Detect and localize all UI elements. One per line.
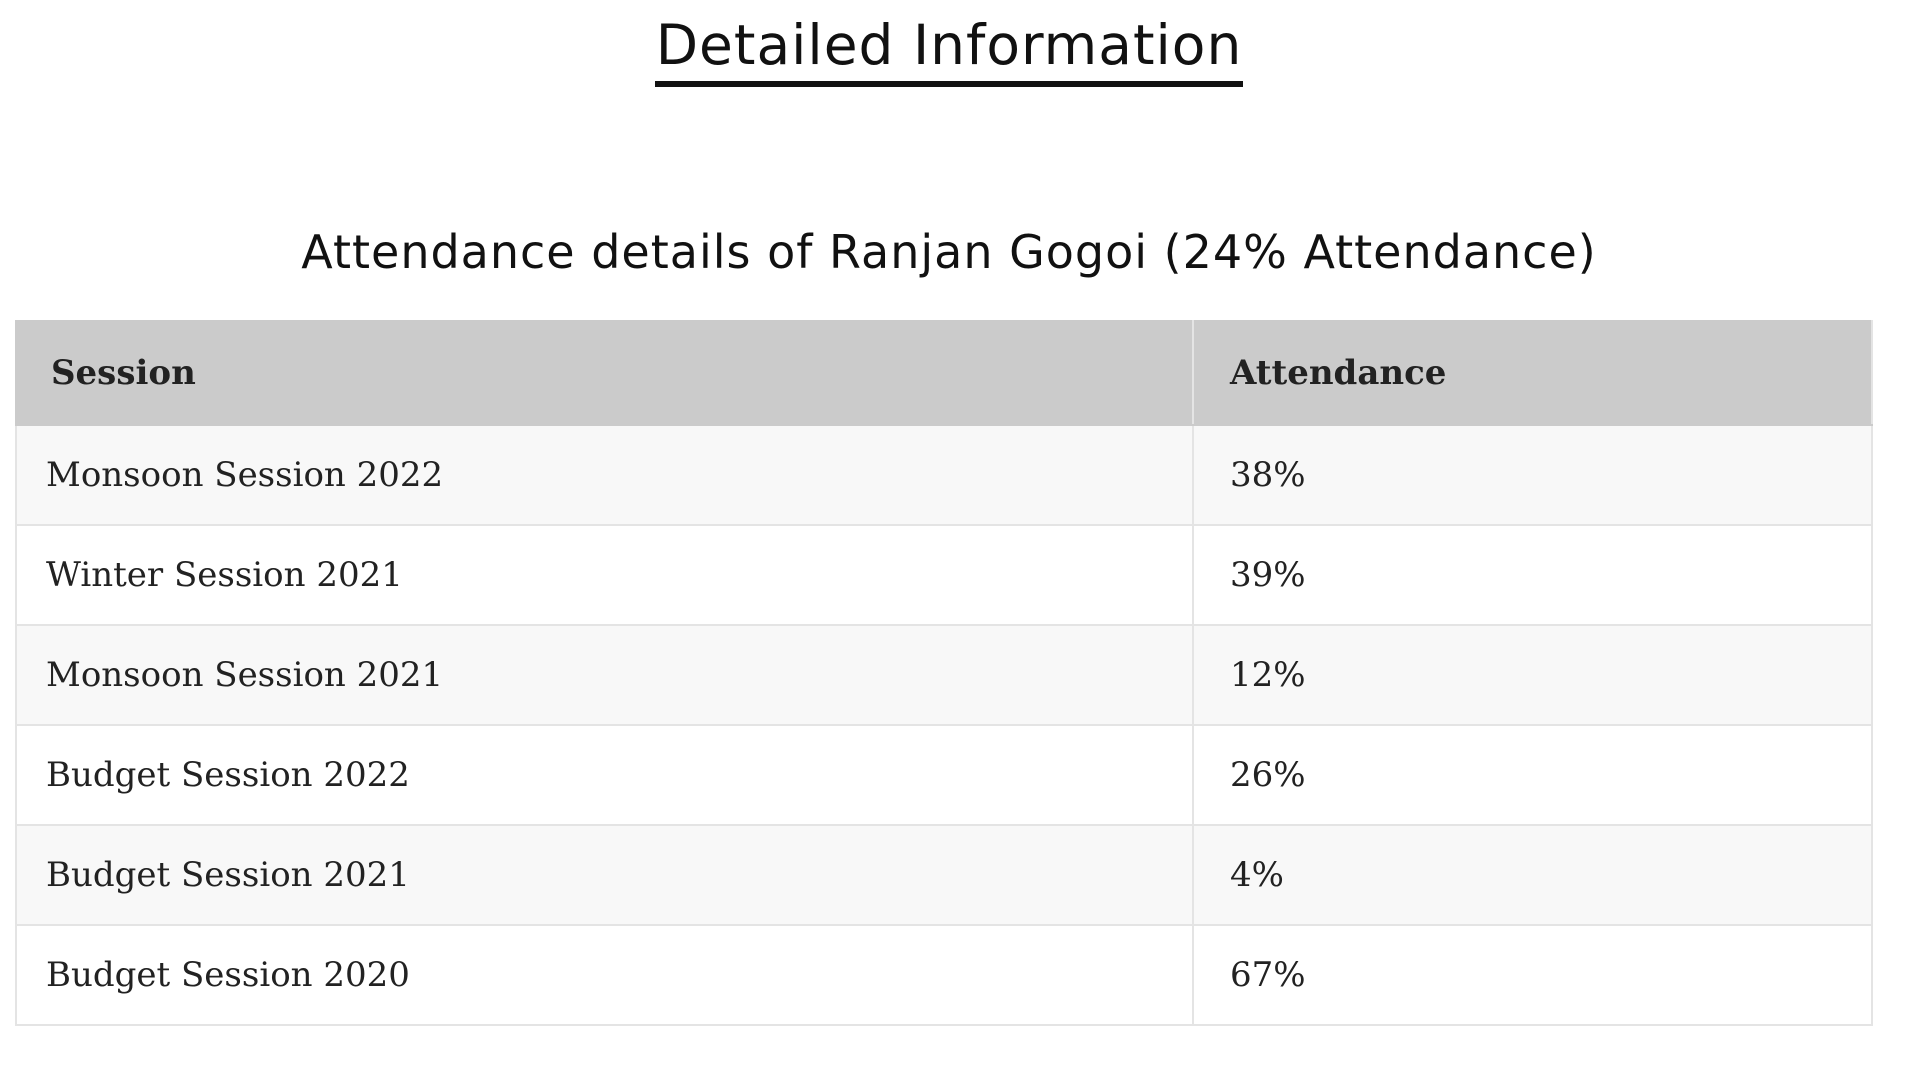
attendance-cell: 4% <box>1192 824 1873 926</box>
attendance-cell: 67% <box>1192 924 1873 1026</box>
attendance-cell: 26% <box>1192 724 1873 826</box>
page-heading-text: Detailed Information <box>654 13 1244 88</box>
attendance-cell: 39% <box>1192 524 1873 626</box>
table-row: Monsoon Session 2022 38% <box>15 424 1873 526</box>
session-cell: Budget Session 2022 <box>15 724 1194 826</box>
session-cell: Monsoon Session 2022 <box>15 424 1194 526</box>
column-header-attendance: Attendance <box>1192 320 1873 426</box>
session-cell: Winter Session 2021 <box>15 524 1194 626</box>
table-title: Attendance details of Ranjan Gogoi (24% … <box>301 225 1597 279</box>
header-row: Session Attendance <box>15 320 1873 426</box>
table-body: Monsoon Session 2022 38% Winter Session … <box>15 424 1873 1026</box>
session-cell: Budget Session 2020 <box>15 924 1194 1026</box>
table-row: Budget Session 2020 67% <box>15 924 1873 1026</box>
session-cell: Budget Session 2021 <box>15 824 1194 926</box>
attendance-cell: 38% <box>1192 424 1873 526</box>
column-header-session: Session <box>15 320 1194 426</box>
attendance-table: Session Attendance Monsoon Session 2022 … <box>15 320 1873 1026</box>
table-row: Budget Session 2022 26% <box>15 724 1873 826</box>
table-header: Session Attendance <box>15 320 1873 426</box>
session-cell: Monsoon Session 2021 <box>15 624 1194 726</box>
attendance-cell: 12% <box>1192 624 1873 726</box>
table-row: Winter Session 2021 39% <box>15 524 1873 626</box>
table-row: Budget Session 2021 4% <box>15 824 1873 926</box>
page-heading: Detailed Information <box>0 13 1898 88</box>
table-row: Monsoon Session 2021 12% <box>15 624 1873 726</box>
